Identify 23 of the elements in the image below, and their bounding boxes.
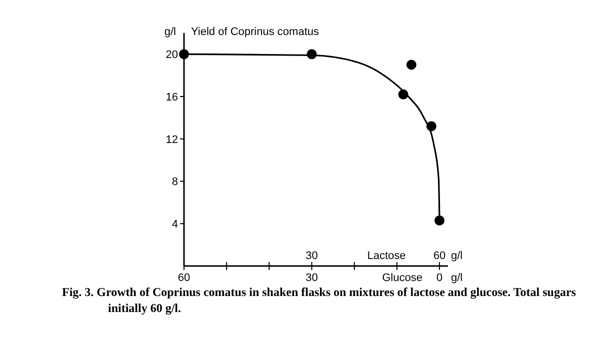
x2-tick-label: 30 bbox=[306, 250, 318, 262]
y-tick-label: 16 bbox=[166, 91, 178, 104]
caption: Fig. 3. Growth of Coprinus comatus in shaken flasks on mixtures of lactose and glucose. Total sugars initially 60 g/l. bbox=[62, 284, 577, 316]
y-tick-label: 8 bbox=[172, 176, 178, 188]
text: g/l bbox=[451, 272, 463, 284]
point bbox=[398, 89, 408, 100]
x2-tick-label: 60 bbox=[433, 250, 446, 262]
x-tick-label: 30 bbox=[306, 272, 318, 284]
x-tick-label: 60 bbox=[178, 272, 190, 284]
y-tick-label: 4 bbox=[172, 218, 178, 230]
chart-title: Yield of Coprinus comatus bbox=[191, 26, 320, 38]
y-tick-label: 12 bbox=[166, 134, 178, 146]
x-axis-title: Glucose bbox=[382, 272, 422, 284]
point bbox=[434, 215, 444, 226]
point bbox=[306, 49, 317, 60]
point bbox=[406, 60, 416, 70]
text: g/l bbox=[451, 250, 463, 262]
point bbox=[179, 49, 189, 60]
point bbox=[426, 121, 436, 132]
y-tick-label: 20 bbox=[166, 49, 178, 62]
x2-axis-title: Lactose bbox=[367, 250, 406, 262]
x-tick-label: 0 bbox=[436, 272, 443, 284]
y-axis-title: g/l bbox=[164, 26, 176, 38]
